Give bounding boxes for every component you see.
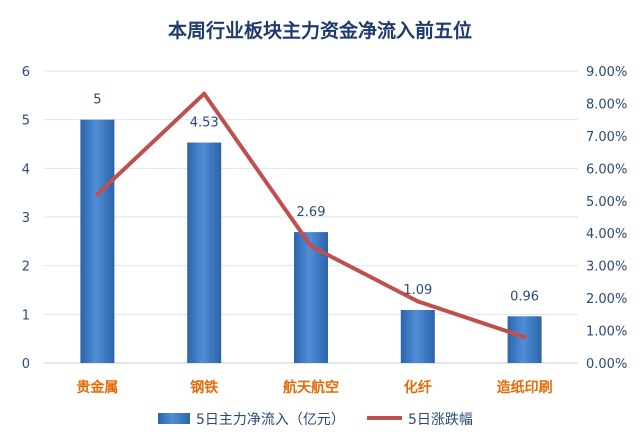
data-label: 0.96	[510, 289, 539, 304]
bar-series	[80, 119, 542, 364]
category-label: 航天航空	[283, 379, 339, 396]
data-label: 2.69	[297, 205, 326, 220]
right-tick-label: 7.00%	[586, 130, 627, 145]
right-tick-label: 6.00%	[586, 162, 627, 177]
right-tick-label: 9.00%	[586, 65, 627, 80]
right-tick-label: 5.00%	[586, 195, 627, 210]
category-label: 钢铁	[190, 379, 218, 396]
bar	[400, 309, 435, 363]
right-tick-label: 2.00%	[586, 292, 627, 307]
legend: 5日主力净流入（亿元） 5日涨跌幅	[158, 412, 473, 428]
category-label: 化纤	[404, 379, 432, 396]
left-axis-ticks: 0 1 2 3 4 5 6	[22, 65, 30, 372]
left-tick-label: 2	[22, 260, 30, 275]
line-point	[202, 91, 207, 96]
right-tick-label: 3.00%	[586, 260, 627, 275]
left-tick-label: 1	[22, 308, 30, 323]
left-tick-label: 3	[22, 211, 30, 226]
right-tick-label: 0.00%	[586, 357, 627, 372]
category-label: 贵金属	[76, 379, 118, 396]
left-tick-label: 5	[22, 114, 30, 129]
data-labels: 5 4.53 2.69 1.09 0.96	[93, 93, 539, 305]
category-label: 造纸印刷	[497, 379, 553, 396]
data-label: 4.53	[190, 116, 219, 131]
left-tick-label: 0	[22, 357, 30, 372]
bar	[80, 119, 115, 364]
bar	[507, 316, 542, 363]
right-axis-ticks: 0.00% 1.00% 2.00% 3.00% 4.00% 5.00% 6.00% 7.00%…	[586, 65, 627, 372]
left-tick-label: 6	[22, 65, 30, 80]
line-point	[95, 192, 100, 197]
line-point	[309, 244, 313, 249]
category-labels: 贵金属 钢铁 航天航空 化纤 造纸印刷	[76, 379, 552, 396]
legend-line-label: 5日涨跌幅	[408, 412, 473, 428]
legend-bar-label: 5日主力净流入（亿元）	[196, 412, 345, 428]
bar	[187, 142, 222, 363]
right-tick-label: 1.00%	[586, 325, 627, 340]
line-point	[522, 335, 527, 340]
line-point	[415, 299, 420, 304]
chart-title: 本周行业板块主力资金净流入前五位	[168, 19, 472, 42]
legend-bar-swatch	[158, 413, 190, 424]
data-label: 1.09	[403, 283, 432, 298]
line-series	[95, 91, 527, 340]
data-label: 5	[93, 93, 101, 108]
right-tick-label: 8.00%	[586, 97, 627, 112]
right-tick-label: 4.00%	[586, 227, 627, 242]
left-tick-label: 4	[22, 162, 30, 177]
